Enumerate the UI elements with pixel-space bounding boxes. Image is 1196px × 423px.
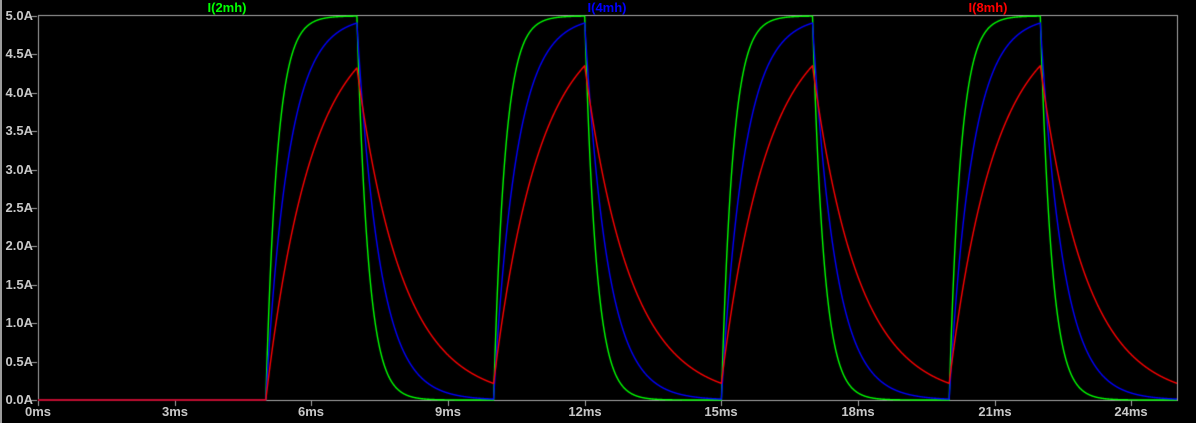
y-tick-label: 3.0A [5,162,33,177]
y-tick-label: 1.0A [5,315,33,330]
trace-label-i8mh[interactable]: I(8mh) [968,0,1008,15]
trace-label-i2mh[interactable]: I(2mh) [207,0,247,15]
y-tick-label: 4.5A [5,46,33,61]
x-tick-label: 9ms [434,404,462,419]
y-tick-label: 2.5A [5,200,33,215]
x-tick-label: 24ms [1114,404,1148,419]
x-tick-label: 21ms [978,404,1012,419]
x-tick-label: 15ms [704,404,738,419]
y-tick-label: 0.5A [5,354,33,369]
x-tick-label: 0ms [24,404,52,419]
x-tick-label: 6ms [297,404,325,419]
y-tick-label: 1.5A [5,277,33,292]
x-tick-label: 3ms [161,404,189,419]
y-tick-label: 0.0A [5,392,33,407]
y-tick-label: 5.0A [5,8,33,23]
y-tick-label: 2.0A [5,238,33,253]
trace-label-i4mh[interactable]: I(4mh) [587,0,627,15]
x-tick-label: 12ms [568,404,602,419]
y-tick-label: 3.5A [5,123,33,138]
y-tick-label: 4.0A [5,85,33,100]
x-tick-label: 18ms [841,404,875,419]
